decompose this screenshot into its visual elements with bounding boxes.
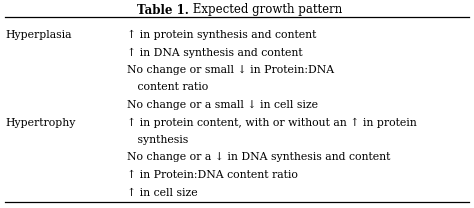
Text: Expected growth pattern: Expected growth pattern (189, 4, 342, 16)
Text: synthesis: synthesis (127, 135, 188, 145)
Text: ↑ in protein content, with or without an ↑ in protein: ↑ in protein content, with or without an… (127, 118, 417, 128)
Text: Hypertrophy: Hypertrophy (6, 118, 76, 128)
Text: No change or a small ↓ in cell size: No change or a small ↓ in cell size (127, 100, 318, 110)
Text: ↑ in cell size: ↑ in cell size (127, 187, 198, 198)
Text: Hyperplasia: Hyperplasia (6, 30, 72, 40)
Text: ↑ in protein synthesis and content: ↑ in protein synthesis and content (127, 30, 317, 40)
Text: No change or small ↓ in Protein:DNA: No change or small ↓ in Protein:DNA (127, 65, 334, 75)
Text: content ratio: content ratio (127, 83, 208, 93)
Text: Table 1.: Table 1. (137, 4, 189, 16)
Text: ↑ in Protein:DNA content ratio: ↑ in Protein:DNA content ratio (127, 170, 298, 180)
Text: ↑ in DNA synthesis and content: ↑ in DNA synthesis and content (127, 47, 303, 58)
Text: No change or a ↓ in DNA synthesis and content: No change or a ↓ in DNA synthesis and co… (127, 152, 391, 162)
